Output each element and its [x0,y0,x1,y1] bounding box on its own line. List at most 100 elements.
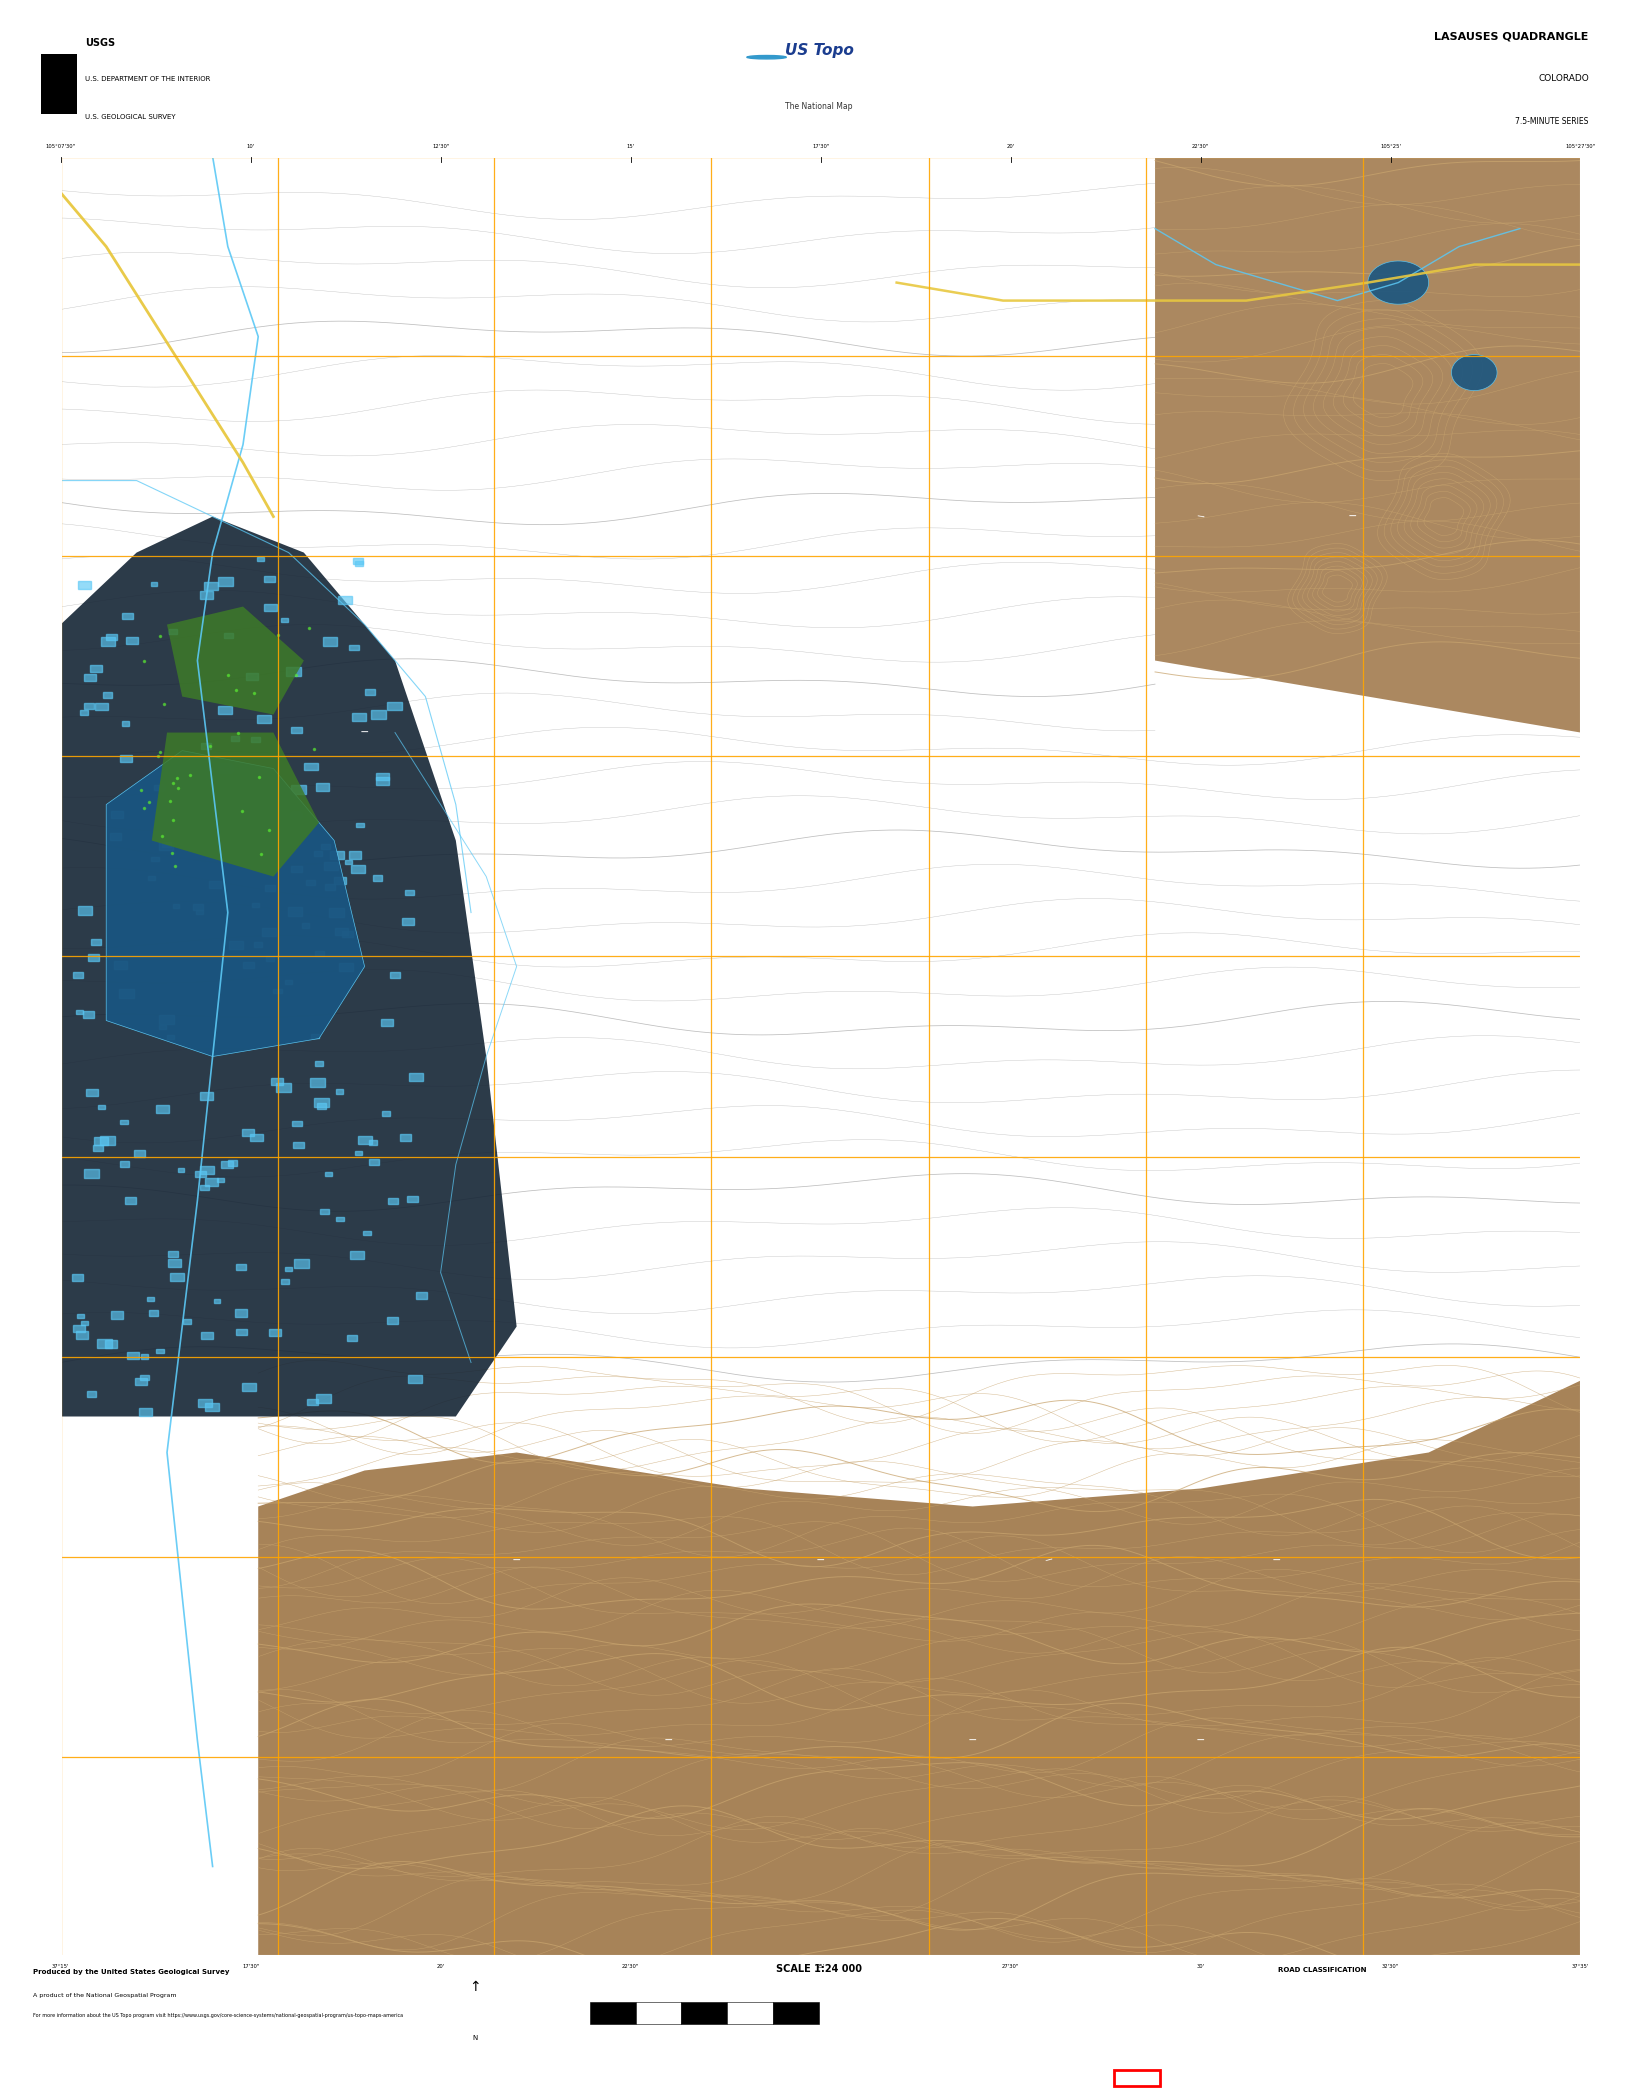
Polygon shape [169,1259,180,1267]
Polygon shape [352,712,365,720]
Polygon shape [93,1136,108,1144]
Polygon shape [352,864,365,873]
Polygon shape [370,710,385,718]
Polygon shape [259,1380,1581,1956]
Polygon shape [357,823,364,827]
Polygon shape [113,960,126,969]
Text: 37°35': 37°35' [1572,1963,1589,1969]
Polygon shape [308,1399,318,1405]
Text: 25': 25' [816,1963,826,1969]
Polygon shape [265,885,275,892]
Text: 22'30": 22'30" [1192,144,1209,150]
Polygon shape [84,674,97,681]
Polygon shape [149,1309,159,1315]
Polygon shape [246,672,257,681]
Text: —: — [1120,1340,1129,1349]
Polygon shape [329,908,344,917]
Polygon shape [218,576,233,587]
Polygon shape [79,906,92,915]
Polygon shape [126,637,138,643]
Polygon shape [324,862,337,871]
Polygon shape [288,908,303,917]
Bar [1114,2069,1160,2086]
Polygon shape [139,1374,149,1380]
Polygon shape [295,1259,308,1267]
Polygon shape [84,704,93,708]
Polygon shape [200,1165,215,1173]
Text: —: — [590,1340,596,1349]
Text: 20': 20' [436,1963,446,1969]
Polygon shape [80,710,88,716]
Polygon shape [388,1199,398,1205]
Polygon shape [200,591,213,599]
Polygon shape [154,785,164,789]
Polygon shape [1368,261,1428,305]
Polygon shape [319,1209,329,1215]
Polygon shape [231,735,239,741]
Polygon shape [111,1311,123,1318]
Text: —: — [1348,727,1358,737]
Polygon shape [111,810,123,818]
Polygon shape [201,1332,213,1338]
Polygon shape [310,1077,324,1086]
Polygon shape [334,877,346,885]
Polygon shape [72,1274,84,1280]
Polygon shape [151,583,157,587]
Polygon shape [224,633,234,639]
Text: COLORADO: COLORADO [1538,75,1589,84]
Text: —: — [1197,1161,1204,1169]
Polygon shape [172,904,179,908]
Text: —: — [817,1556,824,1566]
Polygon shape [306,879,316,885]
Polygon shape [201,743,211,748]
Polygon shape [85,1090,98,1096]
Text: —: — [1273,944,1281,952]
Polygon shape [102,637,115,645]
Polygon shape [219,764,233,773]
Polygon shape [213,1299,219,1303]
Bar [590,2002,636,2023]
Polygon shape [139,1407,152,1416]
Polygon shape [167,1251,179,1257]
Polygon shape [77,1313,84,1318]
Text: USGS: USGS [85,38,115,48]
Text: 105°25': 105°25' [1381,144,1400,150]
Text: —: — [619,313,627,324]
Polygon shape [337,597,352,603]
Polygon shape [324,883,334,889]
Polygon shape [277,1084,292,1092]
Text: —: — [970,1161,976,1169]
Text: 105°27'30": 105°27'30" [1566,144,1595,150]
Polygon shape [252,902,259,906]
Polygon shape [205,1178,218,1186]
Polygon shape [74,973,84,977]
Polygon shape [98,1105,105,1109]
Polygon shape [285,1267,292,1272]
Text: —: — [1043,313,1053,324]
Polygon shape [269,1330,282,1336]
Text: ROAD CLASSIFICATION: ROAD CLASSIFICATION [1278,1967,1366,1973]
Polygon shape [154,831,167,839]
Polygon shape [257,714,272,722]
Polygon shape [382,1019,393,1027]
Polygon shape [79,580,92,589]
Text: —: — [300,313,308,324]
Text: For more information about the US Topo program visit https://www.usgs.gov/core-s: For more information about the US Topo p… [33,2013,403,2017]
Polygon shape [234,1309,247,1318]
Polygon shape [156,1105,169,1113]
Text: 17'30": 17'30" [812,144,829,150]
Text: —: — [665,1161,672,1169]
Polygon shape [84,1011,93,1017]
Bar [773,2002,819,2023]
Polygon shape [405,889,413,896]
Text: Produced by the United States Geological Survey: Produced by the United States Geological… [33,1969,229,1975]
Polygon shape [264,603,277,612]
Polygon shape [351,1251,364,1259]
Polygon shape [77,1011,84,1013]
Polygon shape [347,1334,357,1340]
Text: 15': 15' [626,144,636,150]
Polygon shape [169,628,177,635]
Polygon shape [292,727,301,733]
Polygon shape [293,1121,301,1125]
Polygon shape [90,664,102,672]
